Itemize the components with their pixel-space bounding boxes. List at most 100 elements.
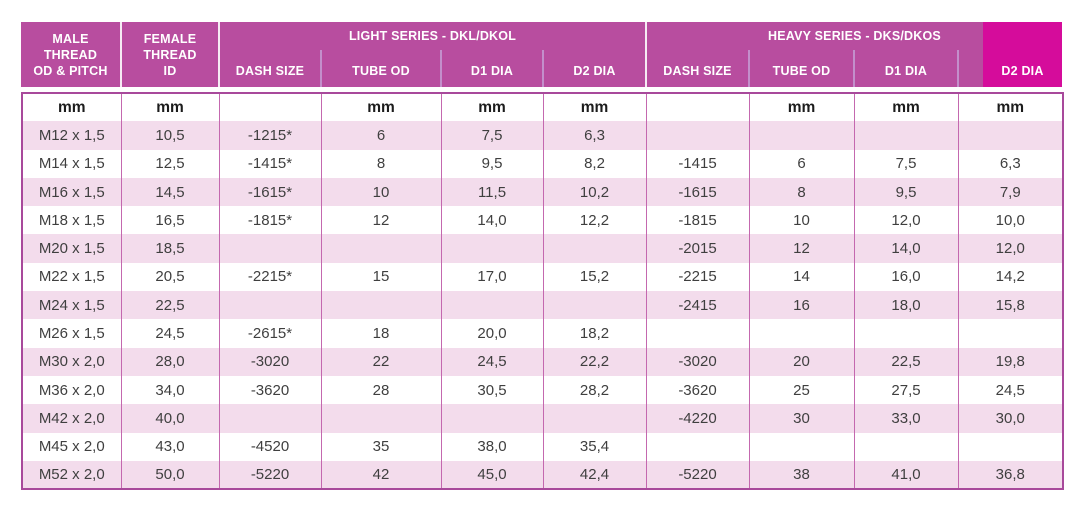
cell bbox=[218, 93, 321, 122]
cell bbox=[218, 404, 321, 433]
cell: 24,5 bbox=[440, 347, 543, 376]
cell: 10,0 bbox=[957, 206, 1063, 235]
cell: -2015 bbox=[645, 234, 749, 263]
cell: 18 bbox=[320, 319, 441, 348]
cell: 12,0 bbox=[853, 206, 958, 235]
cell: mm bbox=[22, 93, 121, 122]
cell: 9,5 bbox=[440, 149, 543, 178]
cell: -2615* bbox=[218, 319, 321, 348]
header-group-heavy-series: HEAVY SERIES - DKS/DKOS bbox=[645, 22, 1062, 50]
header-light-d2-dia: D2 DIA bbox=[542, 50, 645, 87]
header-heavy-tube-od: TUBE OD bbox=[748, 50, 853, 87]
cell: 38,0 bbox=[440, 432, 543, 461]
cell: mm bbox=[542, 93, 646, 122]
header-heavy-d2-dia-cell bbox=[957, 50, 1062, 87]
cell: 17,0 bbox=[440, 262, 543, 292]
cell: 10,2 bbox=[542, 177, 646, 207]
cell: 30 bbox=[748, 404, 854, 433]
cell: M45 x 2,0 bbox=[22, 432, 121, 461]
cell bbox=[853, 432, 958, 461]
cell: 42 bbox=[320, 460, 441, 490]
cell: mm bbox=[748, 93, 854, 122]
cell: -1815 bbox=[645, 206, 749, 235]
cell: mm bbox=[120, 93, 219, 122]
header-line: THREAD bbox=[143, 47, 197, 62]
cell: 19,8 bbox=[957, 347, 1063, 376]
cell: 14,0 bbox=[853, 234, 958, 263]
cell: mm bbox=[440, 93, 543, 122]
cell bbox=[440, 234, 543, 263]
cell: mm bbox=[320, 93, 441, 122]
cell: 15 bbox=[320, 262, 441, 292]
cell: 12 bbox=[320, 206, 441, 235]
cell: 10 bbox=[320, 177, 441, 207]
cell: M12 x 1,5 bbox=[22, 121, 121, 150]
header-light-d1-dia: D1 DIA bbox=[440, 50, 542, 87]
cell: 8 bbox=[320, 149, 441, 178]
cell: 16,0 bbox=[853, 262, 958, 292]
table-row: M22 x 1,5 20,5 -2215* 15 17,0 15,2 -2215 14 16,0… bbox=[22, 262, 1063, 292]
cell: 25 bbox=[748, 375, 854, 405]
cell: 6,3 bbox=[542, 121, 646, 150]
cell: 12,2 bbox=[542, 206, 646, 235]
cell: 28,2 bbox=[542, 375, 646, 405]
cell: M14 x 1,5 bbox=[22, 149, 121, 178]
cell: 22 bbox=[320, 347, 441, 376]
cell: 28,0 bbox=[120, 347, 219, 376]
cell: 12 bbox=[748, 234, 854, 263]
cell: -1415* bbox=[218, 149, 321, 178]
header-heavy-dash-size: DASH SIZE bbox=[645, 50, 748, 87]
table-row: M24 x 1,5 22,5 -2415 16 18,0 15,8 bbox=[22, 291, 1063, 320]
cell: 40,0 bbox=[120, 404, 219, 433]
cell: 8 bbox=[748, 177, 854, 207]
table-row: M12 x 1,5 10,5 -1215* 6 7,5 6,3 bbox=[22, 121, 1063, 150]
cell: 14,5 bbox=[120, 177, 219, 207]
cell: 24,5 bbox=[120, 319, 219, 348]
cell: -1615* bbox=[218, 177, 321, 207]
cell bbox=[320, 291, 441, 320]
header-male-thread: MALE THREAD OD & PITCH bbox=[21, 22, 120, 87]
table-row: M52 x 2,0 50,0 -5220 42 45,0 42,4 -5220 38 41,0 3… bbox=[22, 460, 1063, 490]
cell: 15,8 bbox=[957, 291, 1063, 320]
thread-spec-table: MALE THREAD OD & PITCH FEMALE THREAD ID … bbox=[21, 22, 1064, 491]
cell: 22,2 bbox=[542, 347, 646, 376]
cell: 20 bbox=[748, 347, 854, 376]
cell: 35 bbox=[320, 432, 441, 461]
cell: 10 bbox=[748, 206, 854, 235]
cell: 9,5 bbox=[853, 177, 958, 207]
cell: 10,5 bbox=[120, 121, 219, 150]
header-light-dash-size: DASH SIZE bbox=[218, 50, 320, 87]
cell: -3620 bbox=[218, 375, 321, 405]
cell: M24 x 1,5 bbox=[22, 291, 121, 320]
table-row: M45 x 2,0 43,0 -4520 35 38,0 35,4 bbox=[22, 432, 1063, 461]
cell bbox=[748, 121, 854, 150]
cell: 30,0 bbox=[957, 404, 1063, 433]
cell bbox=[542, 404, 646, 433]
cell bbox=[218, 291, 321, 320]
cell bbox=[853, 121, 958, 150]
cell: 42,4 bbox=[542, 460, 646, 490]
spec-table: mm mm mm mm mm mm mm mm M12 x 1,5 10,5 -1215* 6 7,5 6… bbox=[21, 92, 1064, 491]
cell: -3620 bbox=[645, 375, 749, 405]
cell: 43,0 bbox=[120, 432, 219, 461]
cell bbox=[748, 319, 854, 348]
cell: 18,2 bbox=[542, 319, 646, 348]
table-row: M42 x 2,0 40,0 -4220 30 33,0 30,0 bbox=[22, 404, 1063, 433]
cell: 7,9 bbox=[957, 177, 1063, 207]
cell bbox=[957, 432, 1063, 461]
cell: 20,0 bbox=[440, 319, 543, 348]
cell: M22 x 1,5 bbox=[22, 262, 121, 292]
cell bbox=[645, 319, 749, 348]
cell: M30 x 2,0 bbox=[22, 347, 121, 376]
header-line: MALE bbox=[52, 31, 89, 46]
cell: 28 bbox=[320, 375, 441, 405]
cell: -1615 bbox=[645, 177, 749, 207]
cell: 14,2 bbox=[957, 262, 1063, 292]
header-group-light-series: LIGHT SERIES - DKL/DKOL bbox=[218, 22, 645, 50]
header-heavy-d1-dia: D1 DIA bbox=[853, 50, 957, 87]
cell: 38 bbox=[748, 460, 854, 490]
cell: 6 bbox=[748, 149, 854, 178]
cell: 12,0 bbox=[957, 234, 1063, 263]
cell bbox=[440, 291, 543, 320]
